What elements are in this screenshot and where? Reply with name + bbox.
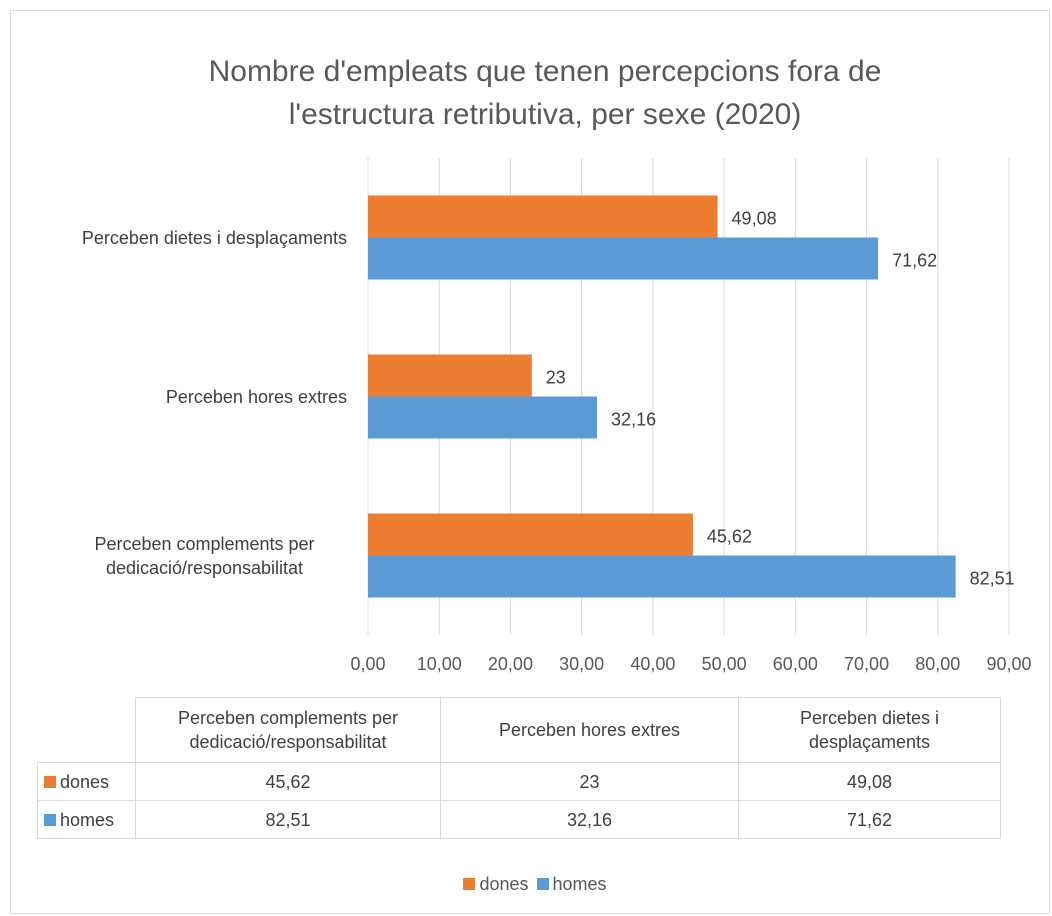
- table-legend-cell: dones: [37, 762, 136, 801]
- data-label: 23: [546, 367, 566, 387]
- bar: [368, 195, 718, 238]
- table-row: homes 82,51 32,16 71,62: [37, 800, 1001, 839]
- data-label: 49,08: [732, 208, 777, 228]
- x-tick-label: 20,00: [488, 654, 533, 674]
- y-tick-label: Perceben complements per dedicació/respo…: [94, 533, 315, 578]
- y-tick-label: Perceben dietes i desplaçaments: [81, 227, 347, 248]
- table-header-cell: Perceben hores extres: [440, 697, 739, 763]
- table-header: Perceben complements per dedicació/respo…: [37, 697, 1001, 763]
- table-cell: 71,62: [738, 800, 1001, 839]
- bar: [368, 354, 532, 397]
- x-tick-label: 0,00: [350, 654, 385, 674]
- table-series-name: homes: [60, 809, 115, 830]
- table-cell: 45,62: [135, 762, 441, 801]
- x-tick-label: 30,00: [559, 654, 604, 674]
- table-cell: 82,51: [135, 800, 441, 839]
- x-tick-label: 90,00: [986, 654, 1031, 674]
- table-row: dones 45,62 23 49,08: [37, 762, 1001, 801]
- legend-item: homes: [536, 874, 607, 894]
- bar: [368, 237, 879, 280]
- y-tick-label: Perceben hores extres: [165, 386, 347, 407]
- data-label: 32,16: [611, 409, 656, 429]
- chart-frame: [10, 10, 1050, 914]
- table-header-cell: Perceben dietes i desplaçaments: [738, 697, 1001, 763]
- legend-label: homes: [552, 874, 607, 894]
- x-tick-label: 70,00: [844, 654, 889, 674]
- x-tick-label: 10,00: [417, 654, 462, 674]
- legend: dones homes: [0, 874, 1052, 895]
- table-legend-cell: homes: [37, 800, 136, 839]
- chart-title: Nombre d'empleats que tenen percepcions …: [208, 55, 882, 131]
- legend-swatch: [463, 878, 476, 890]
- data-label: 82,51: [970, 568, 1015, 588]
- table-series-name: dones: [60, 771, 110, 792]
- x-tick-label: 80,00: [915, 654, 960, 674]
- legend-item: dones: [463, 874, 529, 894]
- data-label: 45,62: [707, 526, 752, 546]
- table-cell: 32,16: [440, 800, 739, 839]
- bar: [368, 555, 956, 598]
- legend-swatch: [44, 813, 56, 826]
- bar: [368, 513, 693, 556]
- table-corner: [37, 697, 136, 763]
- bar: [368, 396, 598, 439]
- table-header-cell: Perceben complements per dedicació/respo…: [135, 697, 441, 763]
- legend-label: dones: [479, 874, 529, 894]
- data-table: Perceben complements per dedicació/respo…: [37, 697, 1001, 839]
- legend-swatch: [44, 775, 56, 788]
- table-cell: 23: [440, 762, 739, 801]
- legend-swatch: [536, 878, 549, 890]
- table-cell: 49,08: [738, 762, 1001, 801]
- x-tick-label: 40,00: [630, 654, 675, 674]
- data-label: 71,62: [892, 250, 937, 270]
- x-tick-label: 50,00: [702, 654, 747, 674]
- x-tick-label: 60,00: [773, 654, 818, 674]
